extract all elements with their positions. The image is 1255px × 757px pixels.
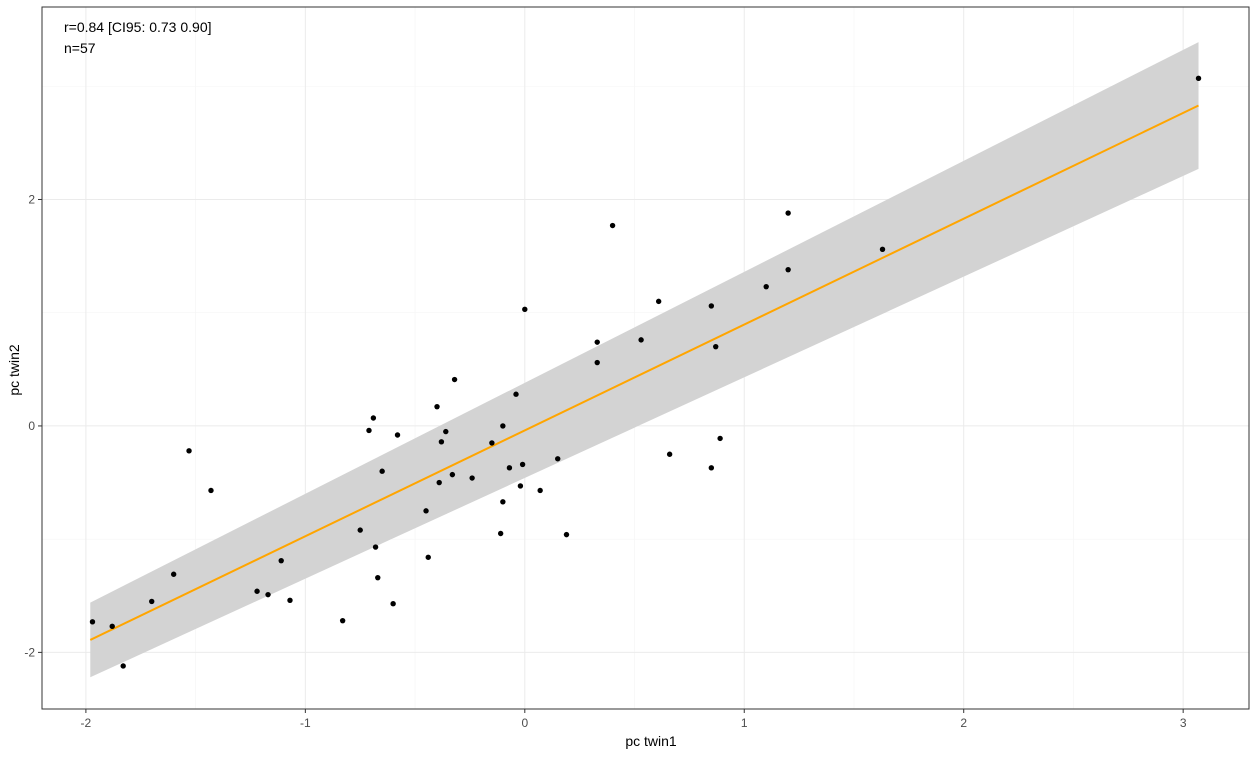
data-point [513, 391, 519, 397]
data-point [594, 339, 600, 345]
data-point [497, 530, 504, 537]
data-point [522, 306, 528, 313]
x-tick-label: -1 [300, 716, 311, 730]
data-point [287, 597, 293, 604]
y-tick-label: 0 [28, 419, 35, 433]
data-point [423, 508, 429, 514]
data-point [436, 479, 442, 486]
data-point [517, 483, 524, 489]
data-point [785, 210, 791, 216]
data-point [434, 403, 440, 410]
data-point [500, 423, 506, 429]
data-point [708, 465, 715, 471]
data-point [425, 554, 431, 560]
x-axis-ticks: -2 -1 0 1 2 3 [81, 709, 1187, 730]
data-point [506, 465, 513, 471]
data-point [713, 343, 719, 350]
data-point [366, 427, 372, 434]
data-point [555, 456, 561, 462]
annotation-n: n=57 [64, 40, 96, 56]
y-tick-label: -2 [24, 645, 35, 659]
data-point [278, 557, 284, 564]
data-point [265, 591, 271, 598]
data-point [451, 376, 458, 383]
data-point [379, 468, 385, 474]
data-point [370, 415, 377, 421]
data-point [390, 601, 396, 607]
data-point [372, 544, 379, 550]
x-tick-label: 1 [741, 716, 748, 730]
data-point [594, 359, 600, 366]
data-point [655, 298, 662, 305]
y-axis-ticks: -2 0 2 [24, 192, 42, 659]
regression-line [89, 104, 1199, 641]
x-tick-label: 2 [960, 716, 967, 730]
data-point [519, 461, 526, 468]
data-point [357, 527, 363, 533]
data-point [489, 440, 495, 446]
data-point [170, 571, 177, 577]
y-tick-label: 2 [28, 192, 35, 206]
data-point [717, 435, 723, 442]
data-point [666, 451, 673, 457]
data-point [375, 574, 381, 581]
data-point [208, 487, 214, 494]
data-point [394, 432, 401, 438]
data-point [1195, 75, 1202, 82]
data-point [763, 283, 769, 290]
data-point [500, 499, 506, 505]
confidence-band [90, 42, 1199, 678]
data-point [89, 619, 96, 625]
data-point [449, 471, 456, 478]
data-point [785, 266, 791, 273]
annotation-correlation: r=0.84 [CI95: 0.73 0.90] [64, 19, 212, 35]
data-point [638, 337, 644, 343]
data-point [186, 448, 192, 454]
data-point [563, 531, 570, 538]
x-tick-label: 3 [1180, 716, 1187, 730]
data-point [339, 617, 346, 624]
x-axis-title: pc twin1 [625, 733, 677, 749]
data-point [438, 439, 445, 445]
data-point [120, 663, 126, 669]
data-point [254, 588, 260, 594]
data-point [443, 428, 449, 435]
data-point [609, 222, 616, 229]
grid-lines [42, 7, 1249, 709]
data-point [109, 623, 115, 630]
data-point [149, 598, 155, 605]
data-point [469, 475, 475, 481]
data-point [708, 303, 715, 309]
x-tick-label: -2 [81, 716, 92, 730]
data-point [879, 246, 886, 253]
data-points [89, 75, 1202, 669]
x-tick-label: 0 [521, 716, 528, 730]
y-axis-title: pc twin2 [6, 344, 22, 396]
data-point [537, 487, 543, 494]
panel-border [41, 6, 1250, 710]
